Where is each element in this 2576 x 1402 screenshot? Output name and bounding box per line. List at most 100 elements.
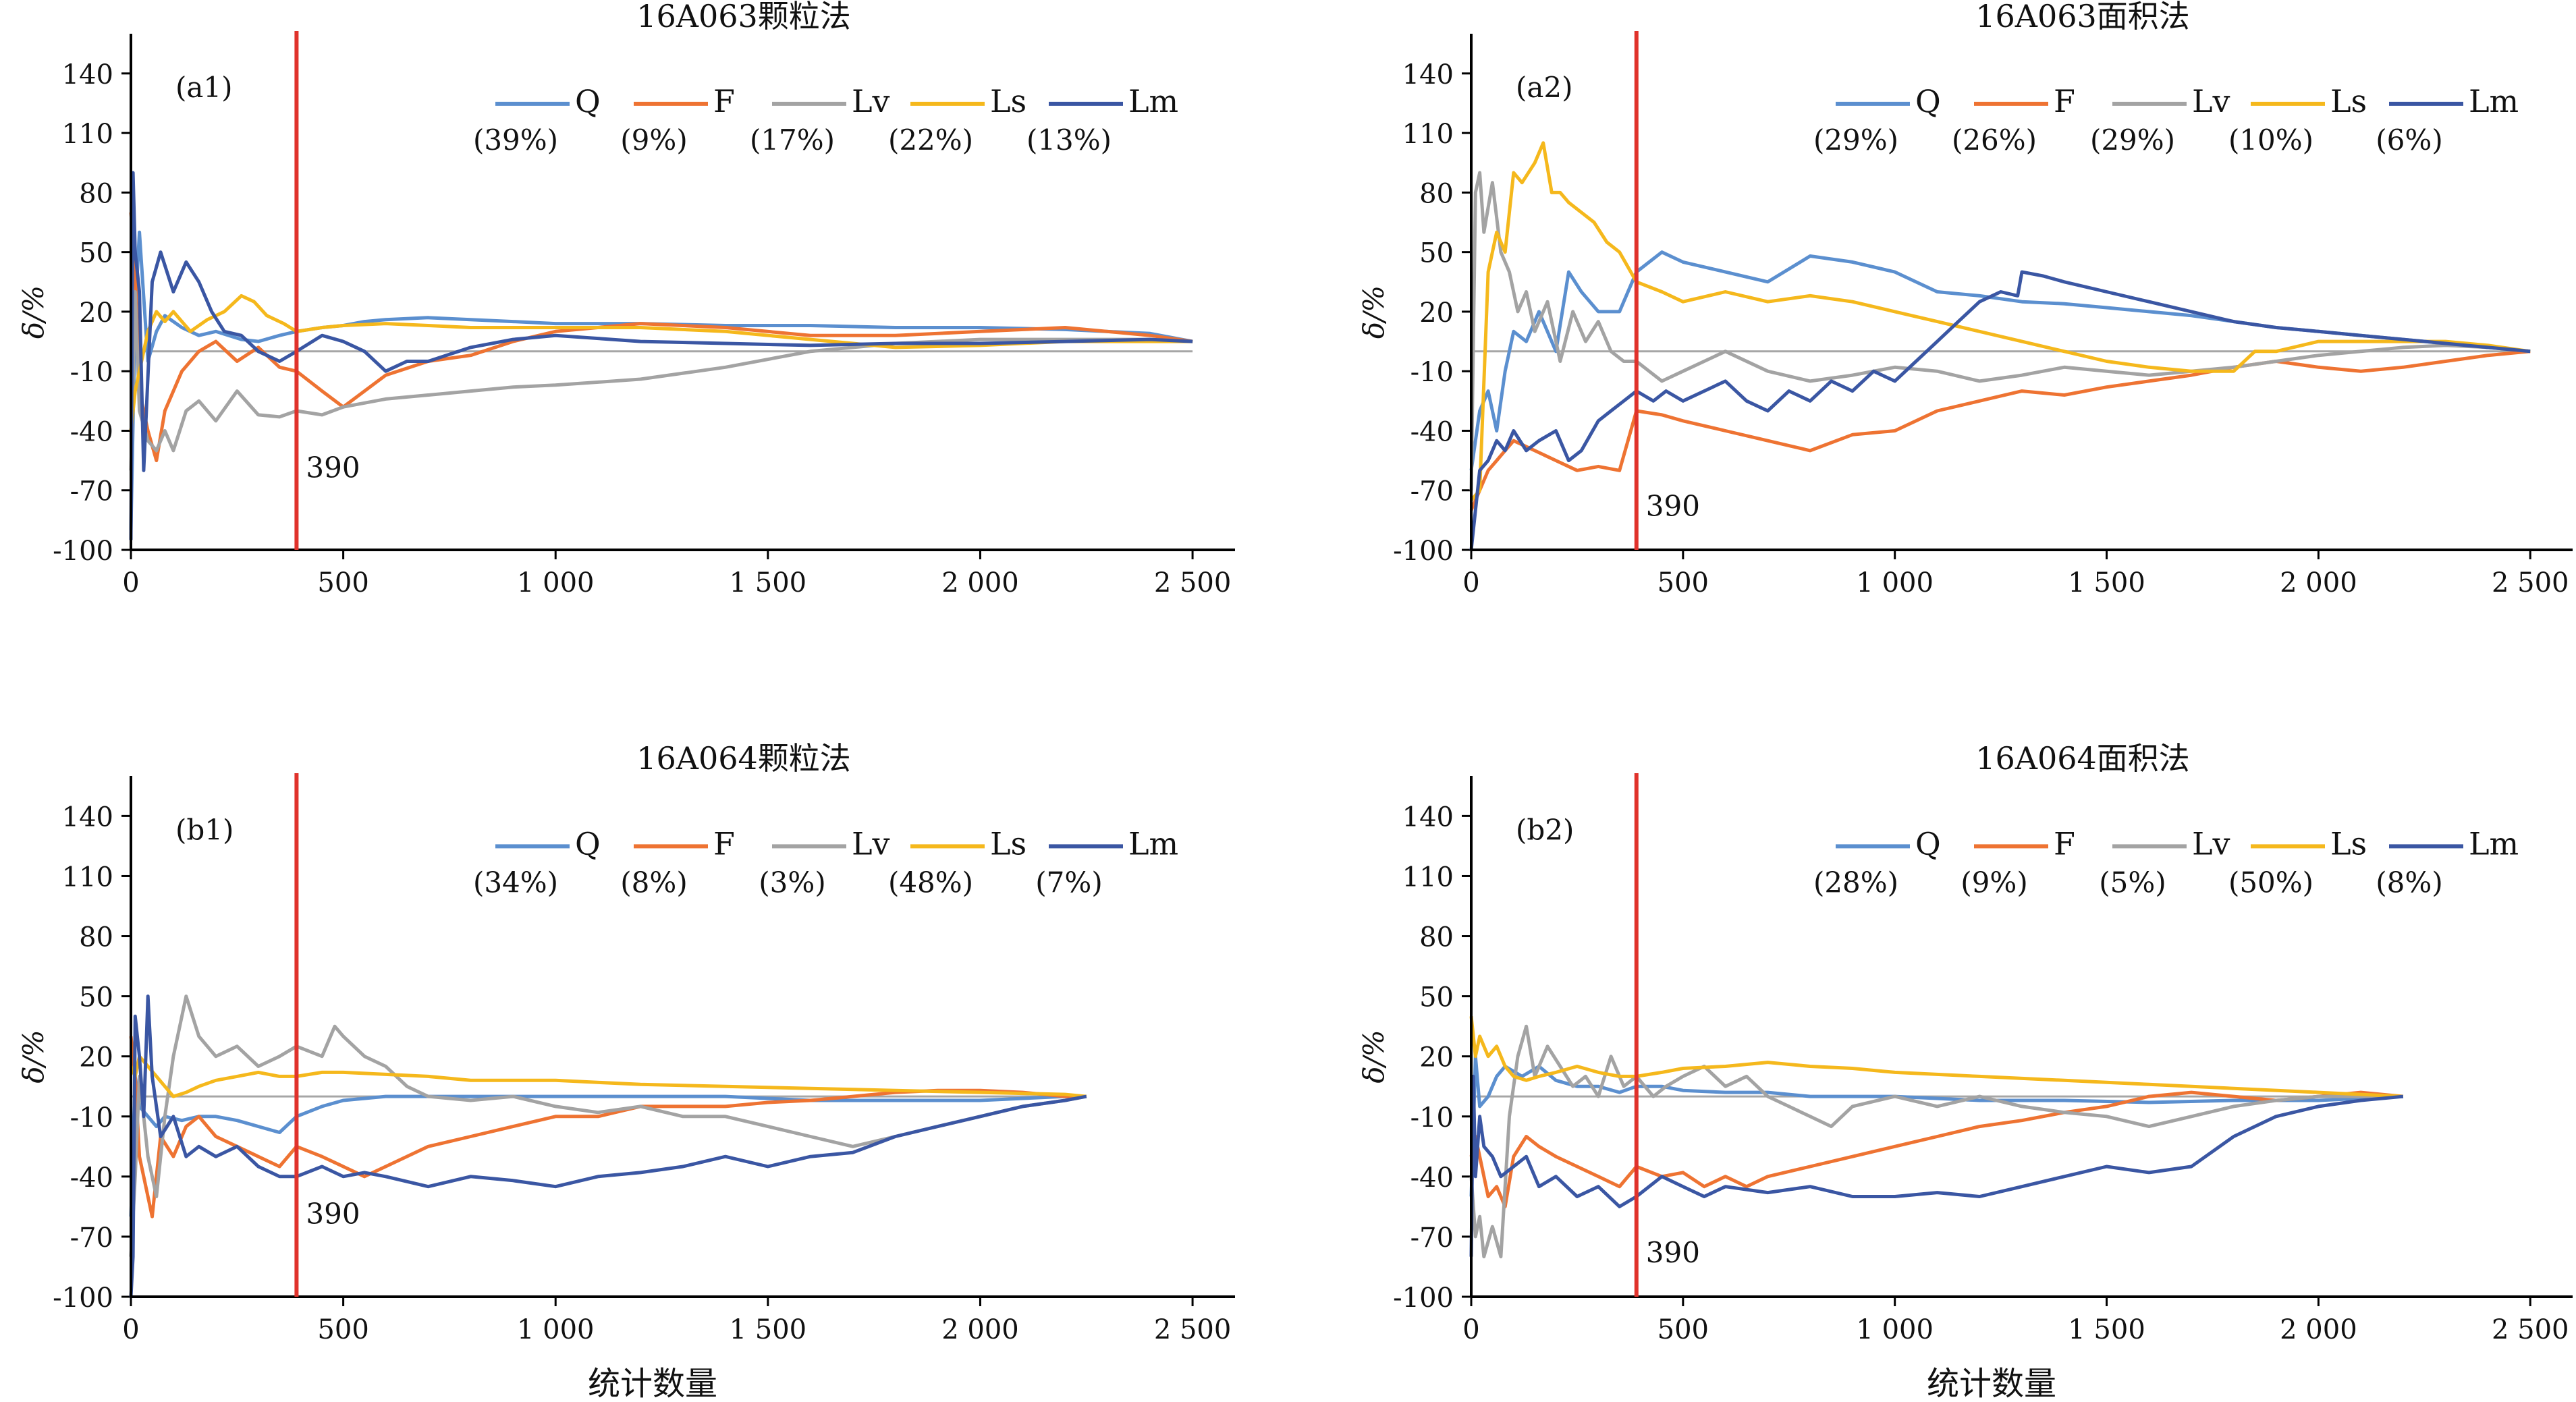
legend-label-Ls: Ls bbox=[990, 825, 1026, 862]
legend-item-Lv: Lv (3%) bbox=[759, 825, 889, 899]
x-tick-label: 1 000 bbox=[1856, 1314, 1934, 1345]
legend-percent-Lv: (29%) bbox=[2090, 123, 2175, 157]
legend-label-Ls: Ls bbox=[2330, 825, 2367, 862]
y-tick-label: 140 bbox=[1402, 802, 1454, 833]
legend-percent-Q: (28%) bbox=[1813, 866, 1898, 899]
y-tick-label: -70 bbox=[1410, 1223, 1454, 1254]
chart-title: 16A064面积法 bbox=[1975, 740, 2190, 777]
x-tick-label: 1 500 bbox=[730, 1314, 807, 1345]
y-tick-label: 140 bbox=[1402, 59, 1454, 90]
legend-label-Lm: Lm bbox=[1128, 825, 1178, 862]
series-line-Lm bbox=[129, 994, 1087, 1297]
y-tick-label: 110 bbox=[62, 119, 113, 150]
y-tick-label: 80 bbox=[79, 922, 113, 953]
panel-label: (a2) bbox=[1516, 71, 1573, 104]
x-axis-label: 统计数量 bbox=[1927, 1365, 2056, 1399]
legend-percent-F: (9%) bbox=[1961, 866, 2027, 899]
y-tick-label: 140 bbox=[62, 802, 113, 833]
legend-percent-F: (9%) bbox=[620, 123, 687, 157]
x-tick-label: 1 500 bbox=[2068, 1314, 2145, 1345]
y-axis-label: δ/% bbox=[1357, 285, 1390, 339]
y-axis-label: δ/% bbox=[17, 1030, 50, 1083]
x-tick-label: 500 bbox=[317, 1314, 368, 1345]
x-tick-label: 1 500 bbox=[730, 567, 807, 598]
y-tick-label: 20 bbox=[1419, 1042, 1454, 1073]
y-tick-label: -70 bbox=[1410, 476, 1454, 507]
x-tick-label: 1 500 bbox=[2068, 567, 2145, 598]
chart-title: 16A063面积法 bbox=[1975, 0, 2190, 34]
legend-percent-Ls: (50%) bbox=[2228, 866, 2313, 899]
y-tick-label: -100 bbox=[1393, 536, 1454, 567]
legend-item-F: F (9%) bbox=[620, 83, 735, 157]
legend-percent-Lm: (7%) bbox=[1035, 866, 1102, 899]
x-tick-label: 500 bbox=[317, 567, 368, 598]
y-tick-label: 80 bbox=[1419, 178, 1454, 209]
legend-percent-Lv: (3%) bbox=[759, 866, 825, 899]
y-tick-label: -10 bbox=[1410, 357, 1454, 388]
series-line-Lv bbox=[1469, 1024, 2403, 1259]
legend-label-Lv: Lv bbox=[2192, 83, 2230, 119]
y-tick-label: -100 bbox=[53, 1283, 113, 1314]
legend-item-F: F (9%) bbox=[1961, 825, 2075, 899]
legend-item-Lm: Lm (13%) bbox=[1026, 83, 1178, 157]
panel-label: (b1) bbox=[175, 813, 234, 846]
y-tick-label: 50 bbox=[79, 982, 113, 1013]
y-tick-label: -40 bbox=[1410, 416, 1454, 447]
x-tick-label: 2 000 bbox=[2280, 567, 2357, 598]
legend-percent-Lm: (13%) bbox=[1026, 123, 1112, 157]
chart-panel-b2: -100 -70 -40 -10 20 50 80 110 140 0 500 1 000 1 500 2… bbox=[1357, 740, 2573, 1402]
series-line-Lv bbox=[129, 994, 1087, 1257]
y-tick-label: 80 bbox=[79, 178, 113, 209]
x-tick-label: 2 500 bbox=[1154, 1314, 1232, 1345]
marker-label: 390 bbox=[1646, 490, 1700, 523]
legend-item-Q: Q (29%) bbox=[1813, 83, 1941, 157]
y-tick-label: -10 bbox=[1410, 1102, 1454, 1133]
x-tick-label: 500 bbox=[1657, 1314, 1709, 1345]
legend-label-F: F bbox=[2054, 83, 2075, 119]
x-tick-label: 0 bbox=[122, 567, 139, 598]
legend-percent-Lm: (6%) bbox=[2376, 123, 2442, 157]
legend-item-Ls: Ls (48%) bbox=[888, 825, 1026, 899]
x-tick-label: 2 000 bbox=[941, 567, 1019, 598]
y-axis-label: δ/% bbox=[1357, 1030, 1390, 1083]
y-tick-label: 20 bbox=[79, 298, 113, 329]
y-tick-label: 50 bbox=[1419, 982, 1454, 1013]
legend-item-Lv: Lv (29%) bbox=[2090, 83, 2230, 157]
y-tick-label: 110 bbox=[1402, 862, 1454, 893]
x-tick-label: 0 bbox=[1462, 1314, 1479, 1345]
legend-percent-Q: (34%) bbox=[473, 866, 558, 899]
series-line-Lv bbox=[129, 290, 1193, 471]
x-tick-label: 2 000 bbox=[941, 1314, 1019, 1345]
legend-item-Q: Q (34%) bbox=[473, 825, 601, 899]
series-line-F bbox=[129, 212, 1193, 463]
series-line-F bbox=[129, 1036, 1087, 1218]
x-tick-label: 1 000 bbox=[517, 1314, 595, 1345]
legend-percent-Lm: (8%) bbox=[2376, 866, 2442, 899]
series-line-Lm bbox=[1469, 270, 2531, 551]
chart-panel-a1: -100 -70 -40 -10 20 50 80 110 140 0 500 1 000 1 500 2… bbox=[17, 0, 1235, 598]
legend-label-Ls: Ls bbox=[990, 83, 1026, 119]
x-tick-label: 500 bbox=[1657, 567, 1709, 598]
legend-item-Ls: Ls (22%) bbox=[888, 83, 1026, 157]
legend-percent-Q: (39%) bbox=[473, 123, 558, 157]
legend-item-Lm: Lm (6%) bbox=[2376, 83, 2519, 157]
y-axis-label: δ/% bbox=[17, 285, 50, 339]
legend-percent-F: (8%) bbox=[620, 866, 687, 899]
legend-item-F: F (26%) bbox=[1952, 83, 2075, 157]
x-tick-label: 1 000 bbox=[1856, 567, 1934, 598]
legend-item-Ls: Ls (50%) bbox=[2228, 825, 2367, 899]
legend-label-Lm: Lm bbox=[2469, 83, 2519, 119]
legend-percent-Lv: (5%) bbox=[2099, 866, 2166, 899]
y-tick-label: -100 bbox=[53, 536, 113, 567]
legend-percent-Ls: (48%) bbox=[888, 866, 973, 899]
legend-percent-F: (26%) bbox=[1952, 123, 2037, 157]
legend-label-Ls: Ls bbox=[2330, 83, 2367, 119]
y-tick-label: 80 bbox=[1419, 922, 1454, 953]
panel-label: (b2) bbox=[1516, 813, 1574, 846]
y-tick-label: -100 bbox=[1393, 1283, 1454, 1314]
legend-percent-Ls: (10%) bbox=[2228, 123, 2313, 157]
marker-label: 390 bbox=[306, 1197, 360, 1230]
x-tick-label: 1 000 bbox=[517, 567, 595, 598]
